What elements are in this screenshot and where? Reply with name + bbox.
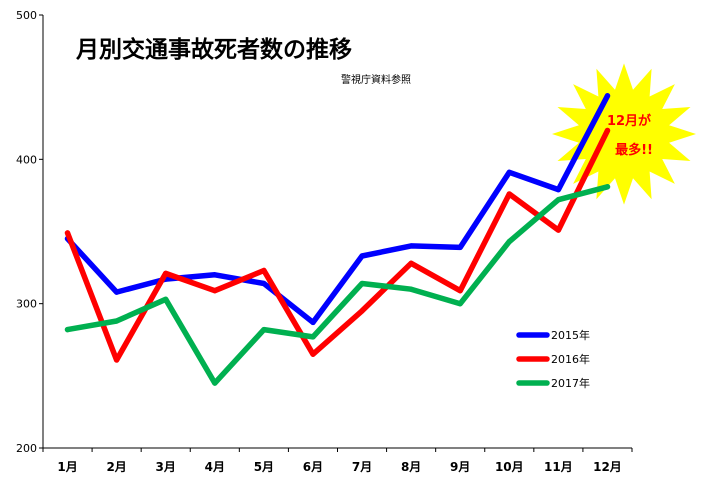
x-tick-label: 2月 <box>106 460 126 474</box>
data-point-2015年 <box>408 243 414 249</box>
x-tick-label: 3月 <box>156 460 176 474</box>
data-point-2015年 <box>555 187 561 193</box>
x-tick-label: 10月 <box>495 460 524 474</box>
y-tick-label: 500 <box>16 9 37 22</box>
y-tick-label: 200 <box>16 442 37 455</box>
legend-label: 2015年 <box>551 328 590 342</box>
data-point-2015年 <box>506 169 512 175</box>
annotation-starburst <box>552 63 696 205</box>
data-point-2015年 <box>604 93 611 99</box>
data-point-2016年 <box>310 351 316 357</box>
annotation-text-line2: 最多!! <box>615 142 653 158</box>
series-line-2016年 <box>64 127 611 363</box>
annotation-text-line1: 12月が <box>607 113 651 129</box>
series-line-2015年 <box>64 93 611 326</box>
data-point-2016年 <box>163 270 169 276</box>
data-point-2016年 <box>114 357 120 363</box>
data-point-2016年 <box>555 227 561 233</box>
chart-subtitle: 警視庁資料参照 <box>341 73 411 86</box>
x-tick-label: 5月 <box>254 460 274 474</box>
y-tick-label: 400 <box>16 153 37 166</box>
data-point-2016年 <box>604 127 611 134</box>
series-lines <box>64 93 611 386</box>
data-point-2017年 <box>359 280 365 287</box>
data-point-2016年 <box>506 191 512 197</box>
data-point-2017年 <box>457 301 463 307</box>
data-point-2017年 <box>555 197 561 203</box>
data-point-2017年 <box>114 318 120 324</box>
legend-label: 2017年 <box>551 376 590 390</box>
legend-label: 2016年 <box>551 352 590 366</box>
data-point-2017年 <box>212 380 218 386</box>
tick-labels: 200 300 400 500 1月 2月 3月 4月 5月 6月 7月 8月 9月 10月 11月 12月 <box>16 9 622 474</box>
data-point-2017年 <box>261 327 267 333</box>
data-point-2015年 <box>261 280 267 287</box>
data-point-2016年 <box>261 267 267 274</box>
data-point-2015年 <box>114 289 120 295</box>
data-point-2016年 <box>408 260 414 266</box>
x-tick-label: 12月 <box>593 460 622 474</box>
chart-title: 月別交通事故死者数の推移 <box>75 36 352 63</box>
data-point-2016年 <box>212 288 218 294</box>
x-tick-label: 1月 <box>57 460 77 474</box>
data-point-2016年 <box>64 230 71 236</box>
data-point-2017年 <box>408 286 414 292</box>
x-tick-label: 11月 <box>544 460 573 474</box>
x-tick-label: 8月 <box>401 460 421 474</box>
x-tick-label: 7月 <box>352 460 372 474</box>
data-point-2015年 <box>212 272 218 278</box>
data-point-2017年 <box>64 327 71 333</box>
x-tick-label: 9月 <box>450 460 470 474</box>
data-point-2017年 <box>506 239 512 245</box>
x-tick-label: 6月 <box>303 460 323 474</box>
data-point-2016年 <box>359 308 365 314</box>
data-point-2017年 <box>604 184 611 190</box>
axes <box>39 14 633 452</box>
data-point-2017年 <box>163 296 169 302</box>
data-point-2016年 <box>457 288 463 294</box>
data-point-2015年 <box>457 244 463 250</box>
series-line-2017年 <box>64 184 611 386</box>
data-point-2015年 <box>310 319 316 326</box>
data-point-2015年 <box>359 253 365 259</box>
x-tick-label: 4月 <box>205 460 225 474</box>
annotation: 12月が 最多!! <box>552 63 696 205</box>
y-tick-label: 300 <box>16 298 37 311</box>
legend: 2015年 2016年 2017年 <box>516 328 590 390</box>
data-point-2017年 <box>310 334 316 340</box>
